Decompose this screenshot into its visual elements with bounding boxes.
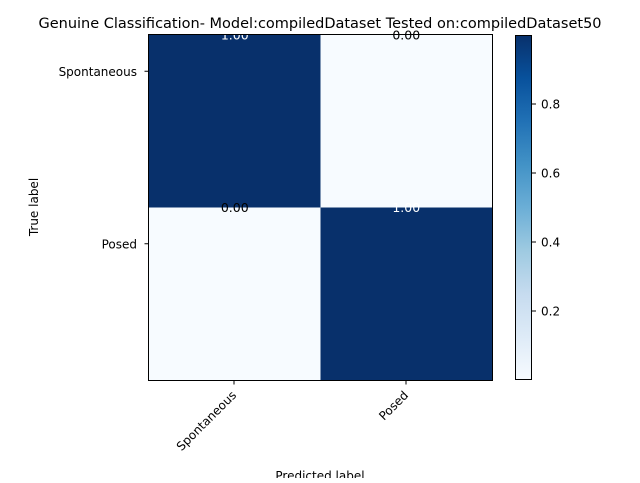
y-tick-label: Spontaneous bbox=[59, 65, 137, 79]
colorbar-ticks: 0.2 0.4 0.6 0.8 bbox=[532, 98, 560, 319]
x-tick-label: Spontaneous bbox=[174, 388, 239, 453]
plot-frame bbox=[148, 34, 493, 381]
y-axis-ticks: Spontaneous Posed bbox=[59, 65, 149, 251]
colorbar-tick-label: 0.6 bbox=[541, 167, 560, 181]
colorbar-tick-label: 0.4 bbox=[541, 236, 560, 250]
x-tick-label: Posed bbox=[376, 388, 411, 423]
heatmap-cell bbox=[149, 35, 321, 208]
heatmap-cell bbox=[320, 35, 492, 208]
chart-title: Genuine Classification- Model:compiledDa… bbox=[38, 16, 601, 32]
heatmap-cells: 1.00 0.000.00 1.00 bbox=[149, 27, 492, 380]
heatmap-cell bbox=[149, 207, 321, 380]
x-axis-ticks: Spontaneous Posed bbox=[174, 380, 411, 454]
cell-value-label: 1.00 bbox=[392, 200, 420, 215]
cell-value-label: 0.00 bbox=[221, 200, 249, 215]
colorbar-tick-label: 0.8 bbox=[541, 98, 560, 112]
heatmap-cell bbox=[320, 207, 492, 380]
y-axis-label: True label bbox=[27, 178, 41, 237]
colorbar-frame bbox=[515, 35, 532, 380]
x-axis-label: Predicted label bbox=[275, 469, 364, 478]
colorbar bbox=[515, 35, 532, 380]
y-tick-label: Posed bbox=[102, 237, 137, 251]
colorbar-tick-label: 0.2 bbox=[541, 305, 560, 319]
